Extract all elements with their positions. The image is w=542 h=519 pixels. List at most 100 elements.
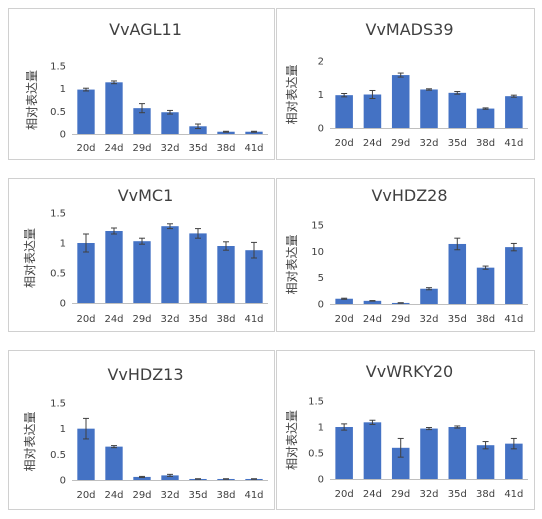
y-axis-label: 相对表达量 (23, 228, 37, 288)
y-tick-label: 15 (311, 221, 324, 232)
y-tick-label: 0 (318, 124, 324, 135)
error-bar-41d (251, 241, 257, 259)
x-tick-label: 35d (188, 143, 207, 154)
bar-20d (77, 243, 95, 303)
x-tick-label: 24d (363, 314, 382, 325)
bar-35d (448, 243, 467, 304)
bar-24d (363, 94, 382, 128)
bar-38d (217, 246, 235, 303)
bar-38d (217, 131, 235, 134)
y-tick-label: 10 (311, 247, 324, 258)
x-tick-label: 32d (160, 143, 179, 154)
chart-svg: VvWRKY20 相对表达量 0 0.5 1 1.5 20d 24d 29d 32d 35d 38d 4… (276, 350, 535, 510)
x-tick-label: 41d (504, 489, 523, 500)
chart-svg: VvMC1 相对表达量 0 0.5 1 1.5 20d 24d 29d 32d 35d 38d 41d (8, 178, 275, 332)
bar-20d (335, 298, 353, 304)
bar-32d (420, 89, 438, 128)
error-bar-24d (369, 300, 376, 302)
error-bar-32d (426, 287, 432, 291)
x-tick-label: 29d (391, 314, 410, 325)
x-tick-label: 38d (476, 489, 495, 500)
error-bar-29d (397, 302, 404, 304)
y-tick-label: 0.5 (50, 450, 66, 461)
bar-38d (476, 108, 495, 128)
error-bar-35d (195, 228, 201, 239)
bar-24d (105, 446, 123, 480)
bar-20d (335, 427, 353, 479)
y-tick-label: 0 (60, 299, 66, 310)
chart-svg: VvHDZ13 相对表达量 0 0.5 1 1.5 20d 24d 29d 32d 35d 38d 41… (8, 350, 275, 510)
error-bar-24d (111, 227, 117, 235)
chart-panel-vvhdz28: VvHDZ28 相对表达量 0 5 10 15 20d 24d 29d 32d 35d 38d 41d (276, 178, 535, 332)
error-bar-35d (454, 90, 461, 95)
x-tick-label: 29d (391, 138, 410, 149)
bar-29d (133, 241, 151, 303)
x-tick-label: 41d (504, 138, 523, 149)
x-tick-label: 41d (244, 490, 263, 501)
panel-frame (276, 178, 535, 332)
x-tick-label: 35d (448, 314, 467, 325)
chart-title: VvWRKY20 (366, 362, 453, 381)
chart-svg: VvMADS39 相对表达量 0 1 2 20d 24d 29d 32d 35d 38d 41d (276, 8, 535, 160)
bar-41d (245, 131, 263, 134)
y-tick-label: 1 (318, 423, 324, 434)
chart-title: VvAGL11 (109, 20, 182, 39)
chart-title: VvHDZ28 (371, 186, 447, 205)
bar-41d (245, 250, 263, 303)
bar-41d (505, 443, 523, 479)
x-tick-label: 38d (216, 490, 235, 501)
error-bar-38d (482, 441, 489, 450)
bar-29d (133, 476, 151, 480)
error-bar-41d (510, 437, 517, 450)
x-tick-label: 24d (104, 143, 123, 154)
chart-title: VvHDZ13 (107, 365, 183, 384)
bar-29d (133, 108, 151, 134)
error-bar-38d (223, 478, 229, 480)
x-tick-label: 24d (104, 314, 123, 325)
chart-title: VvMADS39 (366, 20, 454, 39)
x-tick-label: 35d (188, 314, 207, 325)
y-tick-label: 1 (60, 424, 66, 435)
chart-panel-vvhdz13: VvHDZ13 相对表达量 0 0.5 1 1.5 20d 24d 29d 32d 35d 38d 41… (8, 350, 275, 510)
bar-41d (505, 96, 523, 128)
error-bar-38d (482, 265, 489, 270)
x-tick-label: 32d (419, 489, 438, 500)
bar-29d (391, 447, 410, 479)
x-tick-label: 32d (160, 490, 179, 501)
y-axis-label: 相对表达量 (25, 70, 39, 130)
error-bar-41d (510, 242, 517, 252)
x-tick-label: 38d (476, 138, 495, 149)
y-axis-label: 相对表达量 (285, 410, 299, 470)
bar-24d (105, 231, 123, 303)
error-bar-20d (341, 423, 348, 431)
error-bar-24d (111, 80, 117, 85)
error-bar-29d (139, 237, 145, 245)
x-tick-label: 32d (419, 138, 438, 149)
error-bar-24d (111, 445, 117, 449)
x-tick-label: 41d (244, 314, 263, 325)
x-tick-label: 32d (419, 314, 438, 325)
bar-32d (161, 226, 179, 303)
bar-20d (335, 95, 353, 128)
y-tick-label: 0.5 (50, 269, 66, 280)
panel-frame (8, 350, 275, 510)
bar-20d (77, 89, 95, 134)
error-bar-38d (223, 130, 229, 133)
y-tick-label: 0.5 (308, 449, 324, 460)
x-tick-label: 38d (216, 143, 235, 154)
y-tick-label: 1.5 (50, 62, 66, 73)
error-bar-32d (167, 109, 173, 115)
y-tick-label: 0 (318, 475, 324, 486)
y-tick-label: 0 (60, 476, 66, 487)
error-bar-20d (341, 92, 348, 98)
x-tick-label: 38d (476, 314, 495, 325)
x-tick-label: 20d (335, 489, 354, 500)
bar-29d (391, 75, 410, 128)
x-tick-label: 20d (76, 490, 95, 501)
bar-35d (189, 233, 207, 303)
chart-panel-vvmc1: VvMC1 相对表达量 0 0.5 1 1.5 20d 24d 29d 32d 35d 38d 41d (8, 178, 275, 332)
error-bar-32d (167, 473, 173, 477)
x-tick-label: 20d (76, 314, 95, 325)
x-tick-label: 20d (76, 143, 95, 154)
bar-24d (363, 422, 382, 479)
